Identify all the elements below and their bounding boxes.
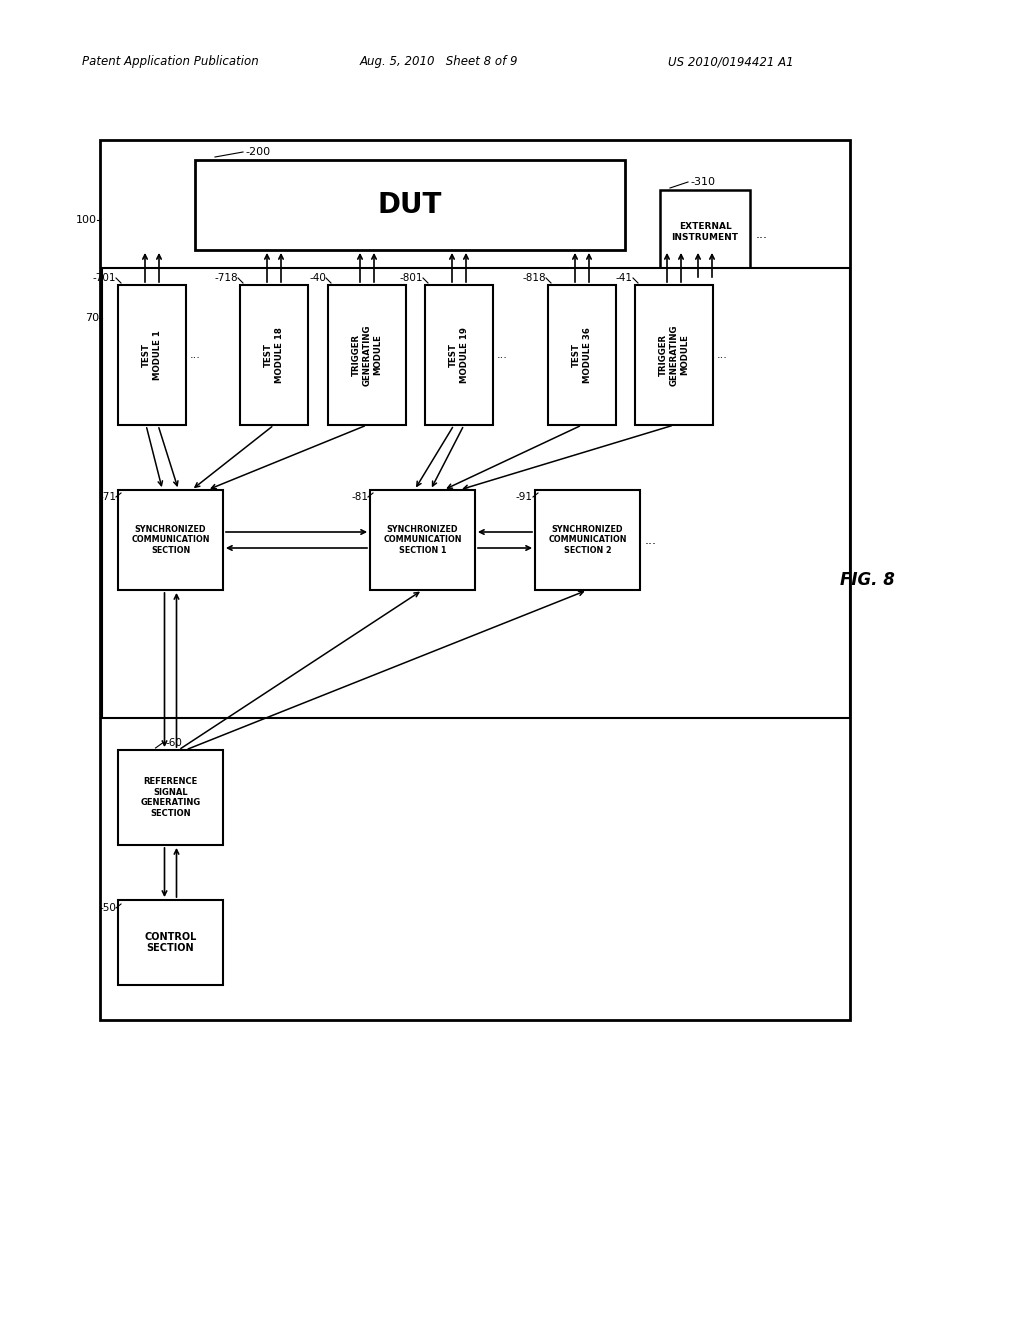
Text: US 2010/0194421 A1: US 2010/0194421 A1	[668, 55, 794, 69]
Text: -50: -50	[99, 903, 116, 913]
Text: Patent Application Publication: Patent Application Publication	[82, 55, 259, 69]
Text: ...: ...	[645, 533, 657, 546]
Bar	[535, 490, 640, 590]
Text: TEST
MODULE 18: TEST MODULE 18	[264, 327, 284, 383]
Text: CONTROL
SECTION: CONTROL SECTION	[144, 932, 197, 953]
Text: -40: -40	[309, 273, 326, 282]
Text: TRIGGER
GENERATING
MODULE: TRIGGER GENERATING MODULE	[659, 325, 689, 385]
Text: -718: -718	[214, 273, 238, 282]
Text: -81: -81	[351, 492, 368, 502]
Text: TEST
MODULE 19: TEST MODULE 19	[450, 327, 469, 383]
Text: DUT: DUT	[378, 191, 442, 219]
Bar	[118, 285, 186, 425]
Text: TEST
MODULE 36: TEST MODULE 36	[572, 327, 592, 383]
Text: -71: -71	[99, 492, 116, 502]
Text: 100: 100	[76, 215, 97, 224]
Bar	[195, 160, 625, 249]
Text: TRIGGER
GENERATING
MODULE: TRIGGER GENERATING MODULE	[352, 325, 382, 385]
Text: TEST
MODULE 1: TEST MODULE 1	[142, 330, 162, 380]
Text: -818: -818	[522, 273, 546, 282]
Text: -200: -200	[245, 147, 270, 157]
Bar	[370, 490, 475, 590]
Text: SYNCHRONIZED
COMMUNICATION
SECTION 1: SYNCHRONIZED COMMUNICATION SECTION 1	[383, 525, 462, 554]
Text: REFERENCE
SIGNAL
GENERATING
SECTION: REFERENCE SIGNAL GENERATING SECTION	[140, 777, 201, 817]
Text: -701: -701	[92, 273, 116, 282]
Bar	[548, 285, 616, 425]
Text: ...: ...	[190, 350, 201, 360]
Text: -801: -801	[399, 273, 423, 282]
Bar	[660, 190, 750, 280]
Bar	[240, 285, 308, 425]
Text: -91: -91	[516, 492, 534, 502]
Bar	[118, 490, 223, 590]
Text: ...: ...	[756, 228, 768, 242]
Text: 70: 70	[85, 313, 99, 323]
Text: Aug. 5, 2010   Sheet 8 of 9: Aug. 5, 2010 Sheet 8 of 9	[360, 55, 518, 69]
Text: FIG. 8: FIG. 8	[840, 572, 895, 589]
Bar	[100, 140, 850, 1020]
Bar	[328, 285, 406, 425]
Text: EXTERNAL
INSTRUMENT: EXTERNAL INSTRUMENT	[672, 222, 738, 242]
Bar	[102, 268, 850, 718]
Text: -60: -60	[166, 738, 182, 748]
Text: -41: -41	[616, 273, 633, 282]
Bar	[425, 285, 493, 425]
Bar	[118, 750, 223, 845]
Text: SYNCHRONIZED
COMMUNICATION
SECTION 2: SYNCHRONIZED COMMUNICATION SECTION 2	[548, 525, 627, 554]
Text: ...: ...	[497, 350, 508, 360]
Bar	[118, 900, 223, 985]
Text: -310: -310	[690, 177, 715, 187]
Bar	[635, 285, 713, 425]
Text: ...: ...	[717, 350, 728, 360]
Text: SYNCHRONIZED
COMMUNICATION
SECTION: SYNCHRONIZED COMMUNICATION SECTION	[131, 525, 210, 554]
